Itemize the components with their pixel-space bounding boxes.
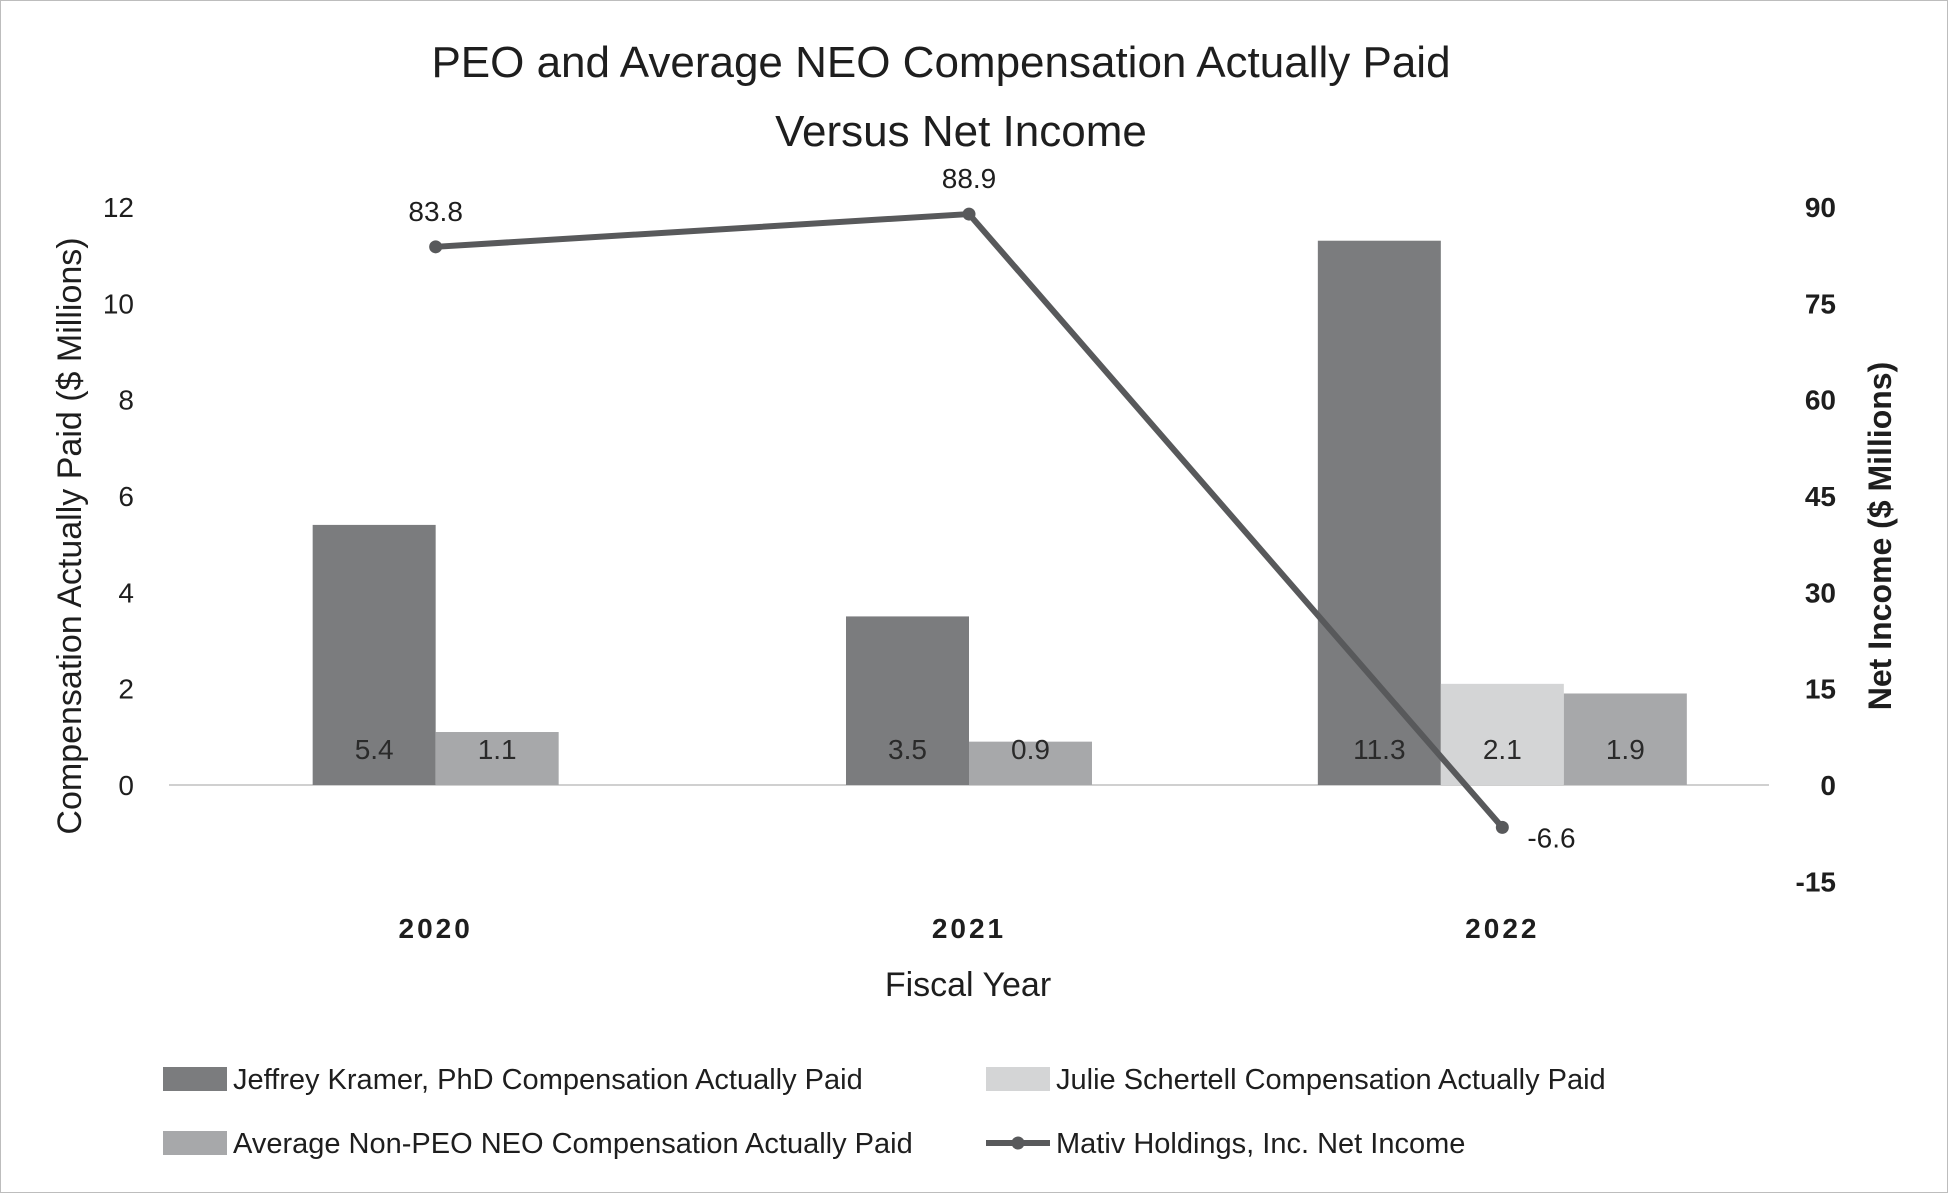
bar-data-label: 5.4 <box>355 734 394 765</box>
bar <box>969 741 1092 785</box>
x-axis-title: Fiscal Year <box>885 966 1051 1004</box>
bar <box>435 732 559 785</box>
y2-tick-label: 45 <box>1805 481 1836 512</box>
line-data-label: -6.6 <box>1527 822 1575 853</box>
y2-tick-label: 30 <box>1805 577 1836 608</box>
y2-tick-label: 0 <box>1820 770 1836 801</box>
bar <box>1317 240 1441 785</box>
bar <box>1563 693 1687 785</box>
bar-data-label: 3.5 <box>888 734 927 765</box>
chart-subtitle: Versus Net Income <box>775 107 1147 156</box>
y-tick-label: 8 <box>118 385 134 416</box>
x-tick-label: 2022 <box>1465 913 1539 944</box>
y2-tick-label: 60 <box>1805 385 1836 416</box>
bar-data-label: 1.9 <box>1606 734 1645 765</box>
y-tick-label: 0 <box>118 770 134 801</box>
bar-data-label: 11.3 <box>1353 734 1405 765</box>
legend-swatch <box>163 1131 227 1155</box>
y-tick-label: 4 <box>118 577 134 608</box>
net-income-point <box>429 240 443 254</box>
left-axis-ticks: 0 2 4 6 8 10 12 <box>103 192 134 801</box>
right-axis-ticks: -15 0 15 30 45 60 75 90 <box>1796 192 1836 897</box>
y2-tick-label: 75 <box>1805 288 1836 319</box>
y-axis-title: Compensation Actually Paid ($ Millions) <box>51 237 89 834</box>
legend-label: Average Non-PEO NEO Compensation Actuall… <box>233 1128 913 1160</box>
y-tick-label: 12 <box>103 192 134 223</box>
bar <box>1440 683 1564 785</box>
legend-label: Jeffrey Kramer, PhD Compensation Actuall… <box>233 1064 863 1096</box>
bars-layer: 5.4 1.1 3.5 0.9 11.3 2.1 1.9 <box>312 240 1687 785</box>
bar-data-label: 1.1 <box>478 734 517 765</box>
bar <box>846 616 969 785</box>
legend-swatch <box>163 1067 227 1091</box>
bar <box>312 524 436 785</box>
bar-data-label: 2.1 <box>1483 734 1522 765</box>
legend-label: Mativ Holdings, Inc. Net Income <box>1056 1128 1465 1160</box>
legend-swatch <box>986 1067 1050 1091</box>
x-tick-label: 2020 <box>399 913 473 944</box>
y-tick-label: 2 <box>118 674 134 705</box>
legend-label: Julie Schertell Compensation Actually Pa… <box>1056 1064 1606 1096</box>
y2-tick-label: 15 <box>1805 674 1836 705</box>
legend: Jeffrey Kramer, PhD Compensation Actuall… <box>163 1064 1606 1160</box>
line-layer: 83.8 88.9 -6.6 <box>408 163 1575 853</box>
category-labels: 2020 2021 2022 <box>399 913 1539 944</box>
y2-tick-label: 90 <box>1805 192 1836 223</box>
y-tick-label: 6 <box>118 481 134 512</box>
x-tick-label: 2021 <box>932 913 1006 944</box>
line-data-label: 83.8 <box>408 196 463 227</box>
y2-tick-label: -15 <box>1796 866 1836 897</box>
net-income-point <box>1495 820 1509 834</box>
legend-marker <box>1011 1136 1025 1150</box>
y-tick-label: 10 <box>103 288 134 319</box>
net-income-point <box>962 207 976 221</box>
chart-title: PEO and Average NEO Compensation Actuall… <box>431 38 1450 87</box>
line-data-label: 88.9 <box>942 163 997 194</box>
bar-data-label: 0.9 <box>1011 734 1050 765</box>
y2-axis-title: Net Income ($ Millions) <box>1862 362 1898 710</box>
